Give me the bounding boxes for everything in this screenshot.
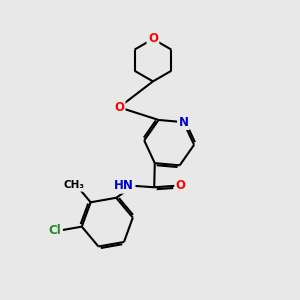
Text: O: O	[114, 101, 124, 114]
Text: O: O	[148, 32, 158, 46]
Text: O: O	[176, 179, 186, 192]
Text: Cl: Cl	[48, 224, 61, 237]
Text: N: N	[178, 116, 188, 129]
Text: CH₃: CH₃	[64, 180, 85, 190]
Text: HN: HN	[114, 179, 134, 192]
